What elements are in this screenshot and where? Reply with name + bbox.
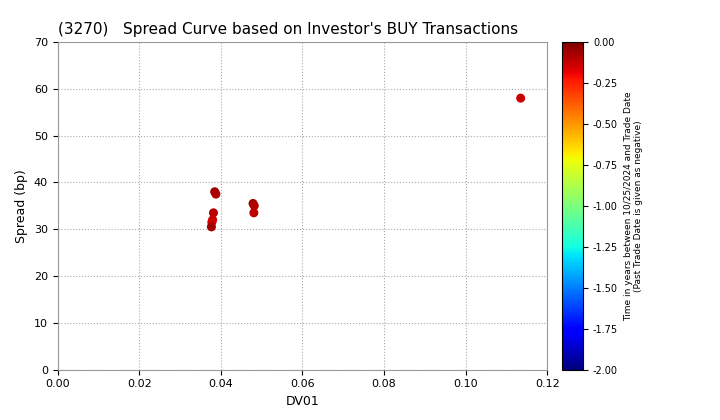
Point <box>207 216 218 223</box>
Point <box>206 223 217 230</box>
Y-axis label: Spread (bp): Spread (bp) <box>15 169 28 243</box>
Point <box>248 202 260 209</box>
Point <box>210 191 222 197</box>
X-axis label: DV01: DV01 <box>286 395 319 408</box>
Text: (3270)   Spread Curve based on Investor's BUY Transactions: (3270) Spread Curve based on Investor's … <box>58 22 518 37</box>
Point <box>207 210 219 216</box>
Y-axis label: Time in years between 10/25/2024 and Trade Date
(Past Trade Date is given as neg: Time in years between 10/25/2024 and Tra… <box>624 91 643 320</box>
Point <box>209 189 220 195</box>
Point <box>515 95 526 102</box>
Point <box>247 200 258 207</box>
Point <box>206 219 217 226</box>
Point <box>248 210 260 216</box>
